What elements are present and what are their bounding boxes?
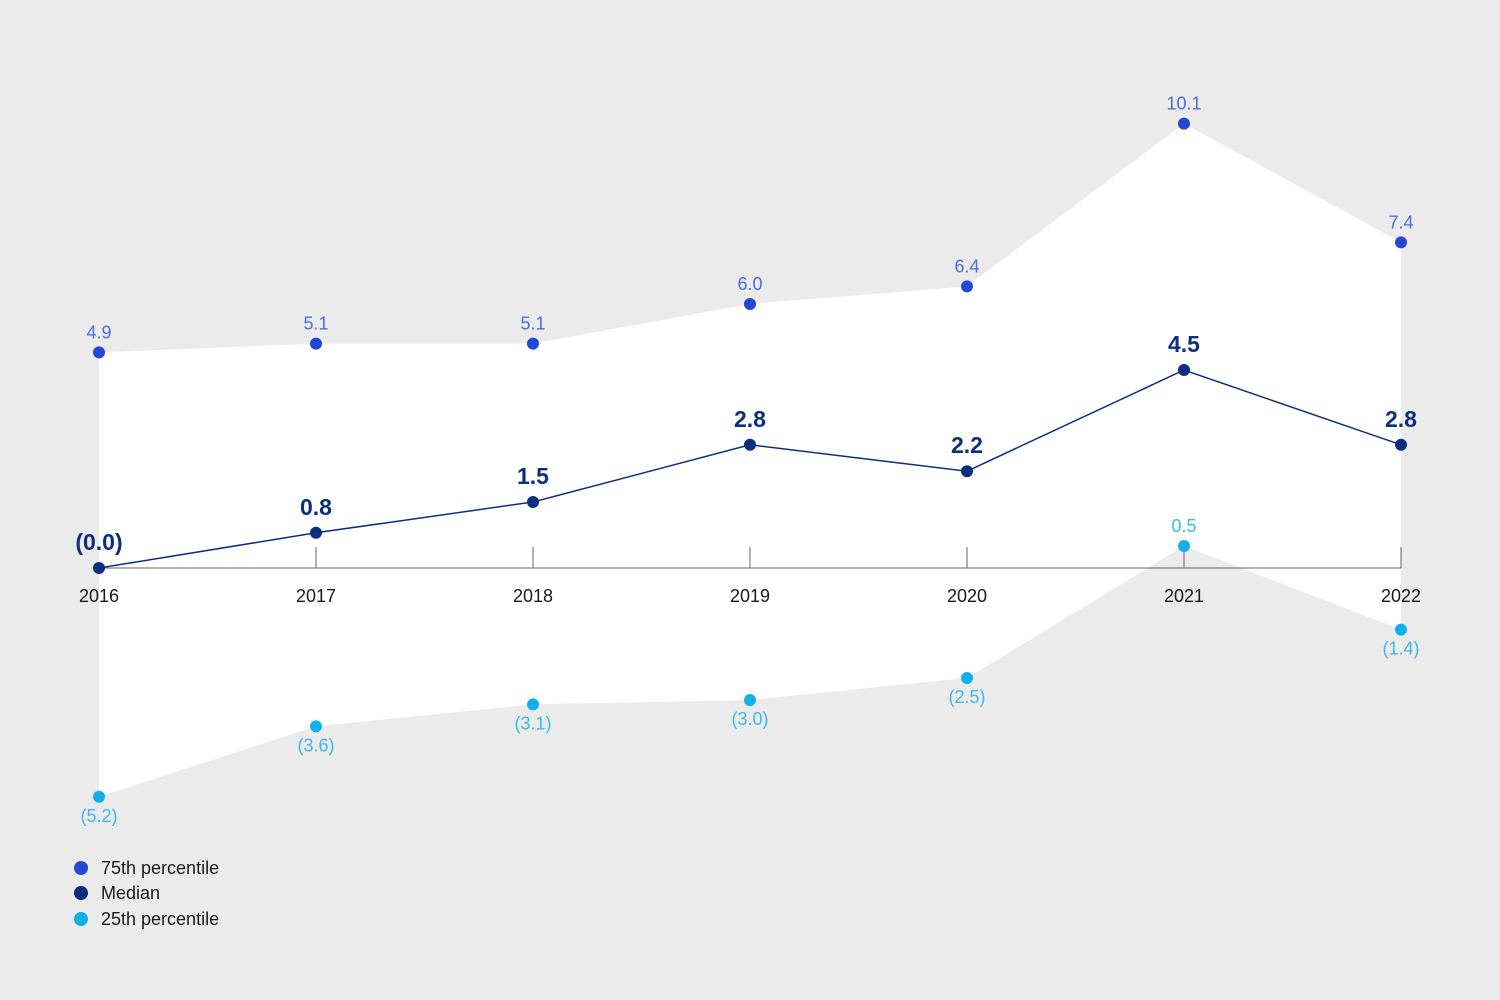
legend-item-median: Median <box>74 881 219 907</box>
data-points <box>93 117 1407 803</box>
p25-point <box>93 790 105 803</box>
x-tick-label: 2020 <box>947 586 987 606</box>
x-axis: 2016 2017 2018 2019 2020 2021 2022 <box>79 547 1421 606</box>
median-data-label: 0.8 <box>300 494 332 520</box>
median-point <box>744 438 756 451</box>
median-data-label: 2.8 <box>1385 406 1417 432</box>
median-data-label: 4.5 <box>1168 331 1200 357</box>
median-point <box>961 465 973 478</box>
p25-point <box>744 694 756 706</box>
legend-label-p75: 75th percentile <box>101 857 220 878</box>
p25-data-label: (2.5) <box>948 687 985 707</box>
median-data-label: 2.8 <box>734 406 766 432</box>
p25-data-label: (3.1) <box>514 713 551 733</box>
legend-label-p25: 25th percentile <box>101 908 220 929</box>
p75-point <box>93 346 105 359</box>
p75-data-label: 6.4 <box>954 256 979 276</box>
p25-data-label: 0.5 <box>1171 516 1196 536</box>
p25-data-label: (3.0) <box>731 709 768 729</box>
legend-swatch-median <box>74 886 88 901</box>
p75-point <box>527 337 539 350</box>
legend: 75th percentile Median 25th percentile <box>74 855 219 932</box>
legend-label-median: Median <box>101 883 161 904</box>
p25-point <box>1395 623 1407 636</box>
p75-data-label: 6.0 <box>737 274 762 294</box>
p75-data-label: 5.1 <box>303 314 328 334</box>
p75-point <box>1178 117 1190 130</box>
legend-swatch-p25 <box>74 911 88 926</box>
median-point <box>1395 438 1407 451</box>
median-data-label: (0.0) <box>75 529 122 555</box>
p75-point <box>961 280 973 293</box>
median-point <box>527 496 539 508</box>
p75-point <box>1395 236 1407 249</box>
p25-point <box>961 672 973 684</box>
median-point <box>93 562 105 574</box>
legend-item-p25: 25th percentile <box>74 906 219 932</box>
p25-data-label: (5.2) <box>80 806 117 826</box>
p75-point <box>744 298 756 310</box>
p25-data-label: (1.4) <box>1382 639 1419 659</box>
median-data-label: 1.5 <box>517 463 549 489</box>
legend-swatch-p75 <box>74 860 88 875</box>
p75-data-label: 5.1 <box>520 314 545 334</box>
x-tick-label: 2018 <box>513 586 553 606</box>
median-point <box>1178 364 1190 376</box>
p25-point <box>310 720 322 733</box>
x-tick-label: 2017 <box>296 586 336 606</box>
x-tick-label: 2016 <box>79 586 119 606</box>
p75-data-label: 10.1 <box>1166 94 1201 114</box>
median-data-label: 2.2 <box>951 432 983 458</box>
p75-point <box>310 337 322 350</box>
p25-point <box>1178 540 1190 552</box>
x-tick-label: 2019 <box>730 586 770 606</box>
x-tick-label: 2021 <box>1164 586 1204 606</box>
p75-data-label: 4.9 <box>86 322 111 342</box>
p25-point <box>527 698 539 711</box>
p75-data-label: 7.4 <box>1388 212 1413 232</box>
x-tick-label: 2022 <box>1381 586 1421 606</box>
data-labels: 4.9 5.1 5.1 6.0 6.4 10.1 7.4 (0.0) 0.8 1.5 2.8 2.2 4… <box>75 94 1419 826</box>
p25-data-label: (3.6) <box>297 735 334 755</box>
interquartile-band <box>99 123 1401 797</box>
median-point <box>310 526 322 539</box>
legend-item-p75: 75th percentile <box>74 855 219 881</box>
